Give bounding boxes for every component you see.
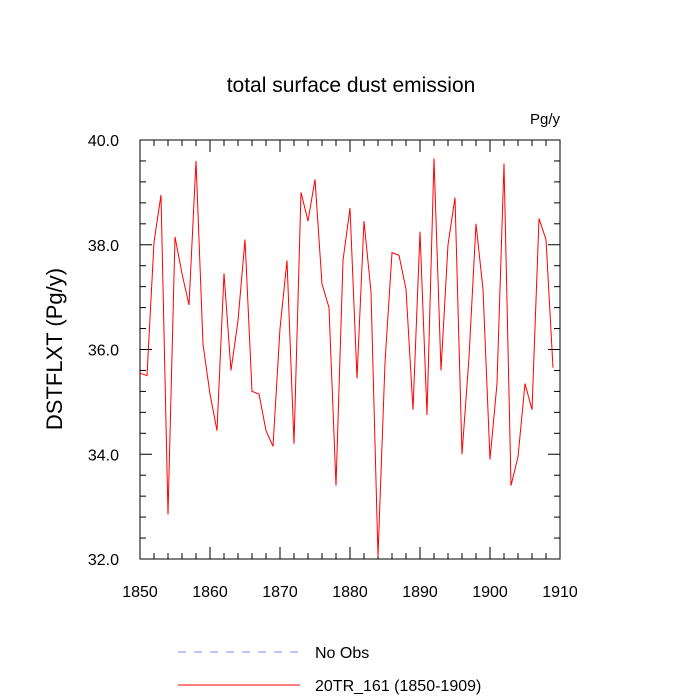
x-tick-label: 1870 <box>262 584 298 601</box>
x-tick-label: 1910 <box>542 584 578 601</box>
legend-label: 20TR_161 (1850-1909) <box>315 678 481 695</box>
axis-tick-labels: 1850 1860 1870 1880 1890 1900 1910 32.0 34.0 36.0… <box>88 133 578 601</box>
y-tick-label: 38.0 <box>88 238 119 255</box>
x-tick-label: 1890 <box>402 584 438 601</box>
legend-label: No Obs <box>315 645 369 662</box>
x-tick-label: 1880 <box>332 584 368 601</box>
series-line <box>139 158 554 557</box>
plot-area: 1850 1860 1870 1880 1890 1900 1910 32.0 34.0 36.0… <box>88 133 578 601</box>
x-tick-label: 1850 <box>122 584 158 601</box>
x-tick-label: 1860 <box>192 584 228 601</box>
y-tick-label: 32.0 <box>88 552 119 569</box>
y-axis-label: DSTFLXT (Pg/y) <box>42 268 67 430</box>
axis-ticks <box>139 139 561 560</box>
y-tick-label: 34.0 <box>88 447 119 464</box>
units-label: Pg/y <box>530 111 561 128</box>
legend: No Obs 20TR_161 (1850-1909) <box>178 645 481 695</box>
plot-frame <box>139 139 561 560</box>
y-tick-label: 36.0 <box>88 343 119 360</box>
x-tick-label: 1900 <box>472 584 508 601</box>
chart-title: total surface dust emission <box>227 74 476 97</box>
y-tick-label: 40.0 <box>88 133 119 150</box>
series-layer <box>139 158 554 557</box>
